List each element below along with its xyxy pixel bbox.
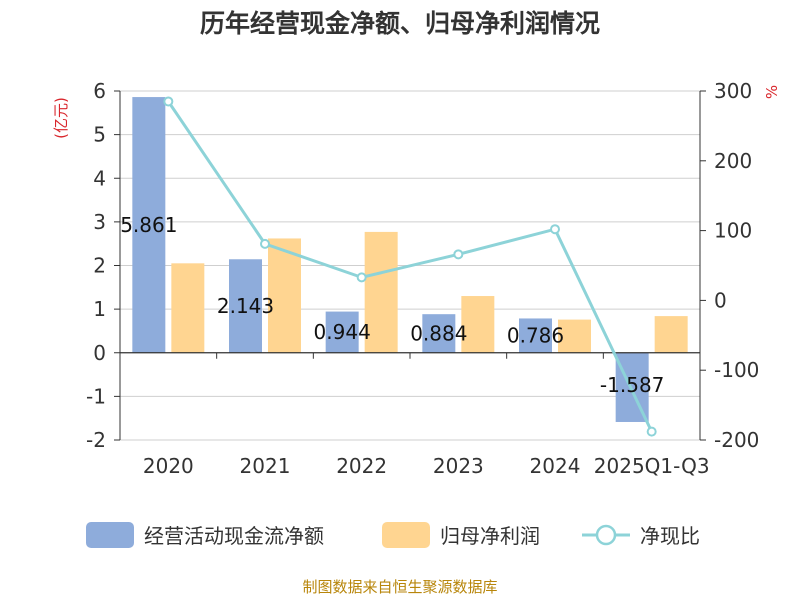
- left-tick-label: 6: [93, 79, 106, 103]
- left-tick-label: 0: [93, 341, 106, 365]
- ratio-line: [163, 96, 657, 437]
- category-labels: 2020 2021 2022 2023 2024 2025Q1-Q3: [143, 454, 710, 478]
- left-tick-label: -2: [86, 428, 106, 452]
- category-label: 2025Q1-Q3: [594, 454, 710, 478]
- category-label: 2021: [240, 454, 291, 478]
- right-tick-label: 300: [714, 79, 752, 103]
- legend-swatch-profit: [382, 522, 430, 548]
- cashflow-bar-label: 0.884: [410, 321, 467, 345]
- ratio-point: [453, 249, 464, 260]
- legend-marker-ratio: [595, 524, 617, 546]
- cashflow-bar: [519, 318, 552, 353]
- profit-bar: [558, 319, 591, 353]
- left-tick-label: -1: [86, 384, 106, 408]
- cashflow-bar-label: 0.786: [507, 324, 564, 348]
- left-tick-label: 5: [93, 123, 106, 147]
- cashflow-bar-label: -1.587: [600, 373, 664, 397]
- legend: 经营活动现金流净额 归母净利润 净现比: [86, 522, 700, 548]
- legend-item-ratio[interactable]: 净现比: [582, 524, 700, 548]
- profit-bar: [171, 263, 205, 353]
- right-tick-label: 100: [714, 219, 752, 243]
- left-axis-unit: (亿元): [52, 97, 70, 139]
- source-note: 制图数据来自恒生聚源数据库: [302, 578, 497, 596]
- right-axis-unit: %: [763, 85, 781, 99]
- ratio-point: [356, 272, 367, 283]
- left-tick-label: 4: [93, 166, 106, 190]
- cashflow-bar: [325, 311, 359, 353]
- ratio-point: [550, 224, 560, 235]
- ratio-point: [646, 426, 657, 437]
- axes: [119, 91, 701, 440]
- right-tick-label: 200: [714, 149, 752, 173]
- left-tick-label: 2: [93, 254, 106, 278]
- cashflow-bar: [132, 97, 166, 353]
- bars: [132, 97, 688, 422]
- right-tick-label: -100: [714, 358, 759, 382]
- left-tick-label: 3: [93, 210, 106, 234]
- category-label: 2023: [433, 454, 484, 478]
- ratio-point: [260, 238, 270, 249]
- cashflow-bar: [422, 314, 456, 353]
- chart-title: 历年经营现金净额、归母净利润情况: [200, 9, 600, 38]
- legend-label-ratio: 净现比: [640, 524, 700, 548]
- left-axis-ticks: 6 5 4 3 2 1 0 -1 -2: [86, 79, 120, 452]
- legend-label-cashflow: 经营活动现金流净额: [144, 524, 324, 548]
- bar-labels: 5.861 2.143 0.944 0.884 0.786 -1.587: [120, 213, 664, 397]
- right-tick-label: -200: [714, 428, 759, 452]
- legend-label-profit: 归母净利润: [440, 524, 540, 548]
- profit-bar: [268, 238, 301, 353]
- left-tick-label: 1: [93, 297, 106, 321]
- profit-bar: [364, 231, 398, 353]
- profit-bar: [461, 296, 495, 353]
- legend-swatch-cashflow: [86, 522, 134, 548]
- profit-bar: [654, 316, 688, 353]
- category-label: 2022: [336, 454, 387, 478]
- right-tick-label: 0: [714, 288, 727, 312]
- legend-item-profit[interactable]: 归母净利润: [382, 522, 540, 548]
- category-label: 2020: [143, 454, 194, 478]
- cashflow-bar-label: 5.861: [120, 213, 177, 237]
- ratio-series-line: [167, 100, 654, 433]
- right-axis-ticks: 300 200 100 0 -100 -200: [700, 79, 759, 452]
- cashflow-bar-label: 0.944: [314, 320, 371, 344]
- category-label: 2024: [530, 454, 581, 478]
- cashflow-bar: [229, 259, 262, 353]
- cashflow-bar-label: 2.143: [217, 294, 274, 318]
- ratio-point: [163, 96, 174, 107]
- legend-item-cashflow[interactable]: 经营活动现金流净额: [86, 522, 324, 548]
